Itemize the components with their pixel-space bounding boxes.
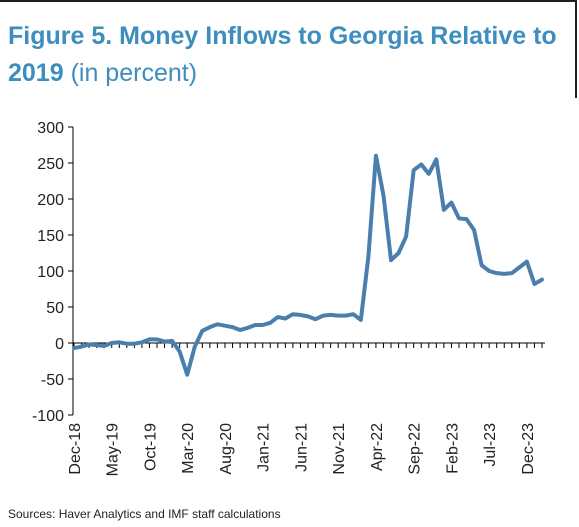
chart-title-unit: (in percent): [70, 59, 198, 87]
chart-title-main: Figure 5. Money Inflows to Georgia Relat…: [8, 22, 557, 87]
y-tick-label: 200: [37, 192, 64, 209]
chart-title: Figure 5. Money Inflows to Georgia Relat…: [8, 18, 568, 92]
x-tick-label: Dec-18: [67, 423, 84, 475]
x-tick-label: Jan-21: [256, 423, 273, 472]
source-note: Sources: Haver Analytics and IMF staff c…: [8, 507, 281, 521]
series-line: [72, 153, 544, 377]
y-axis: 300 250 200 150 100 50 0 -50 -100: [32, 120, 74, 425]
x-tick-label: Dec-23: [520, 423, 537, 475]
y-tick-label: 100: [37, 264, 64, 281]
y-tick-label: 150: [37, 228, 64, 245]
x-tick-label: Jun-21: [293, 423, 310, 472]
y-tick-label: -100: [32, 408, 64, 425]
x-tick-label: Sep-22: [407, 423, 424, 475]
x-tick-label: May-19: [105, 423, 122, 476]
x-tick-label: Feb-23: [444, 423, 461, 474]
x-tick-label: Apr-22: [369, 423, 386, 471]
y-tick-label: 50: [46, 300, 64, 317]
x-tick-label: Nov-21: [331, 423, 348, 475]
y-tick-label: -50: [41, 372, 64, 389]
x-tick-label: Aug-20: [218, 423, 235, 475]
y-tick-label: 250: [37, 156, 64, 173]
x-axis: Dec-18 May-19 Oct-19 Mar-20 Aug-20 Jan-21 Jun-…: [67, 342, 545, 476]
x-tick-label: Jul-23: [482, 423, 499, 467]
y-tick-label: 300: [37, 120, 64, 137]
x-tick-label: Oct-19: [142, 423, 159, 471]
y-tick-label: 0: [55, 336, 64, 353]
title-frame: [0, 0, 577, 98]
x-tick-label: Mar-20: [180, 423, 197, 474]
series-group: [72, 153, 544, 377]
